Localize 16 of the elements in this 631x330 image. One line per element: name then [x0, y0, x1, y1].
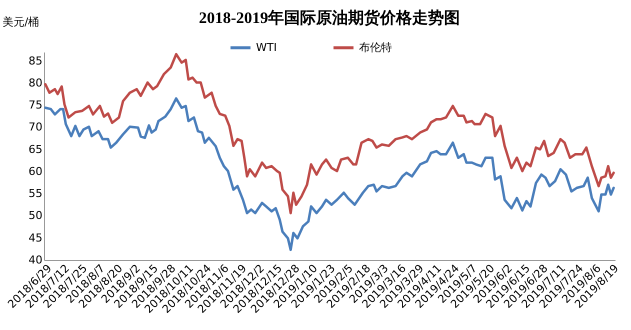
y-tick-label: 40: [28, 254, 42, 266]
y-tick-label: 70: [28, 120, 42, 134]
legend-label: 布伦特: [359, 40, 392, 54]
y-tick-label: 55: [28, 187, 42, 200]
y-tick-label: 85: [28, 54, 42, 68]
y-tick-label: 50: [28, 209, 42, 222]
line-series: [44, 52, 615, 214]
y-tick-label: 65: [28, 142, 42, 156]
line-series: [44, 97, 615, 252]
y-tick-label: 80: [28, 76, 42, 90]
y-tick-label: 45: [28, 231, 42, 244]
legend-label: WTI: [256, 40, 277, 54]
y-tick-label: 75: [28, 98, 42, 112]
y-tick-label: 60: [28, 164, 42, 178]
y-axis-title: 美元/桶: [2, 16, 40, 28]
chart-title: 2018-2019年国际原油期货价格走势图: [198, 9, 460, 27]
